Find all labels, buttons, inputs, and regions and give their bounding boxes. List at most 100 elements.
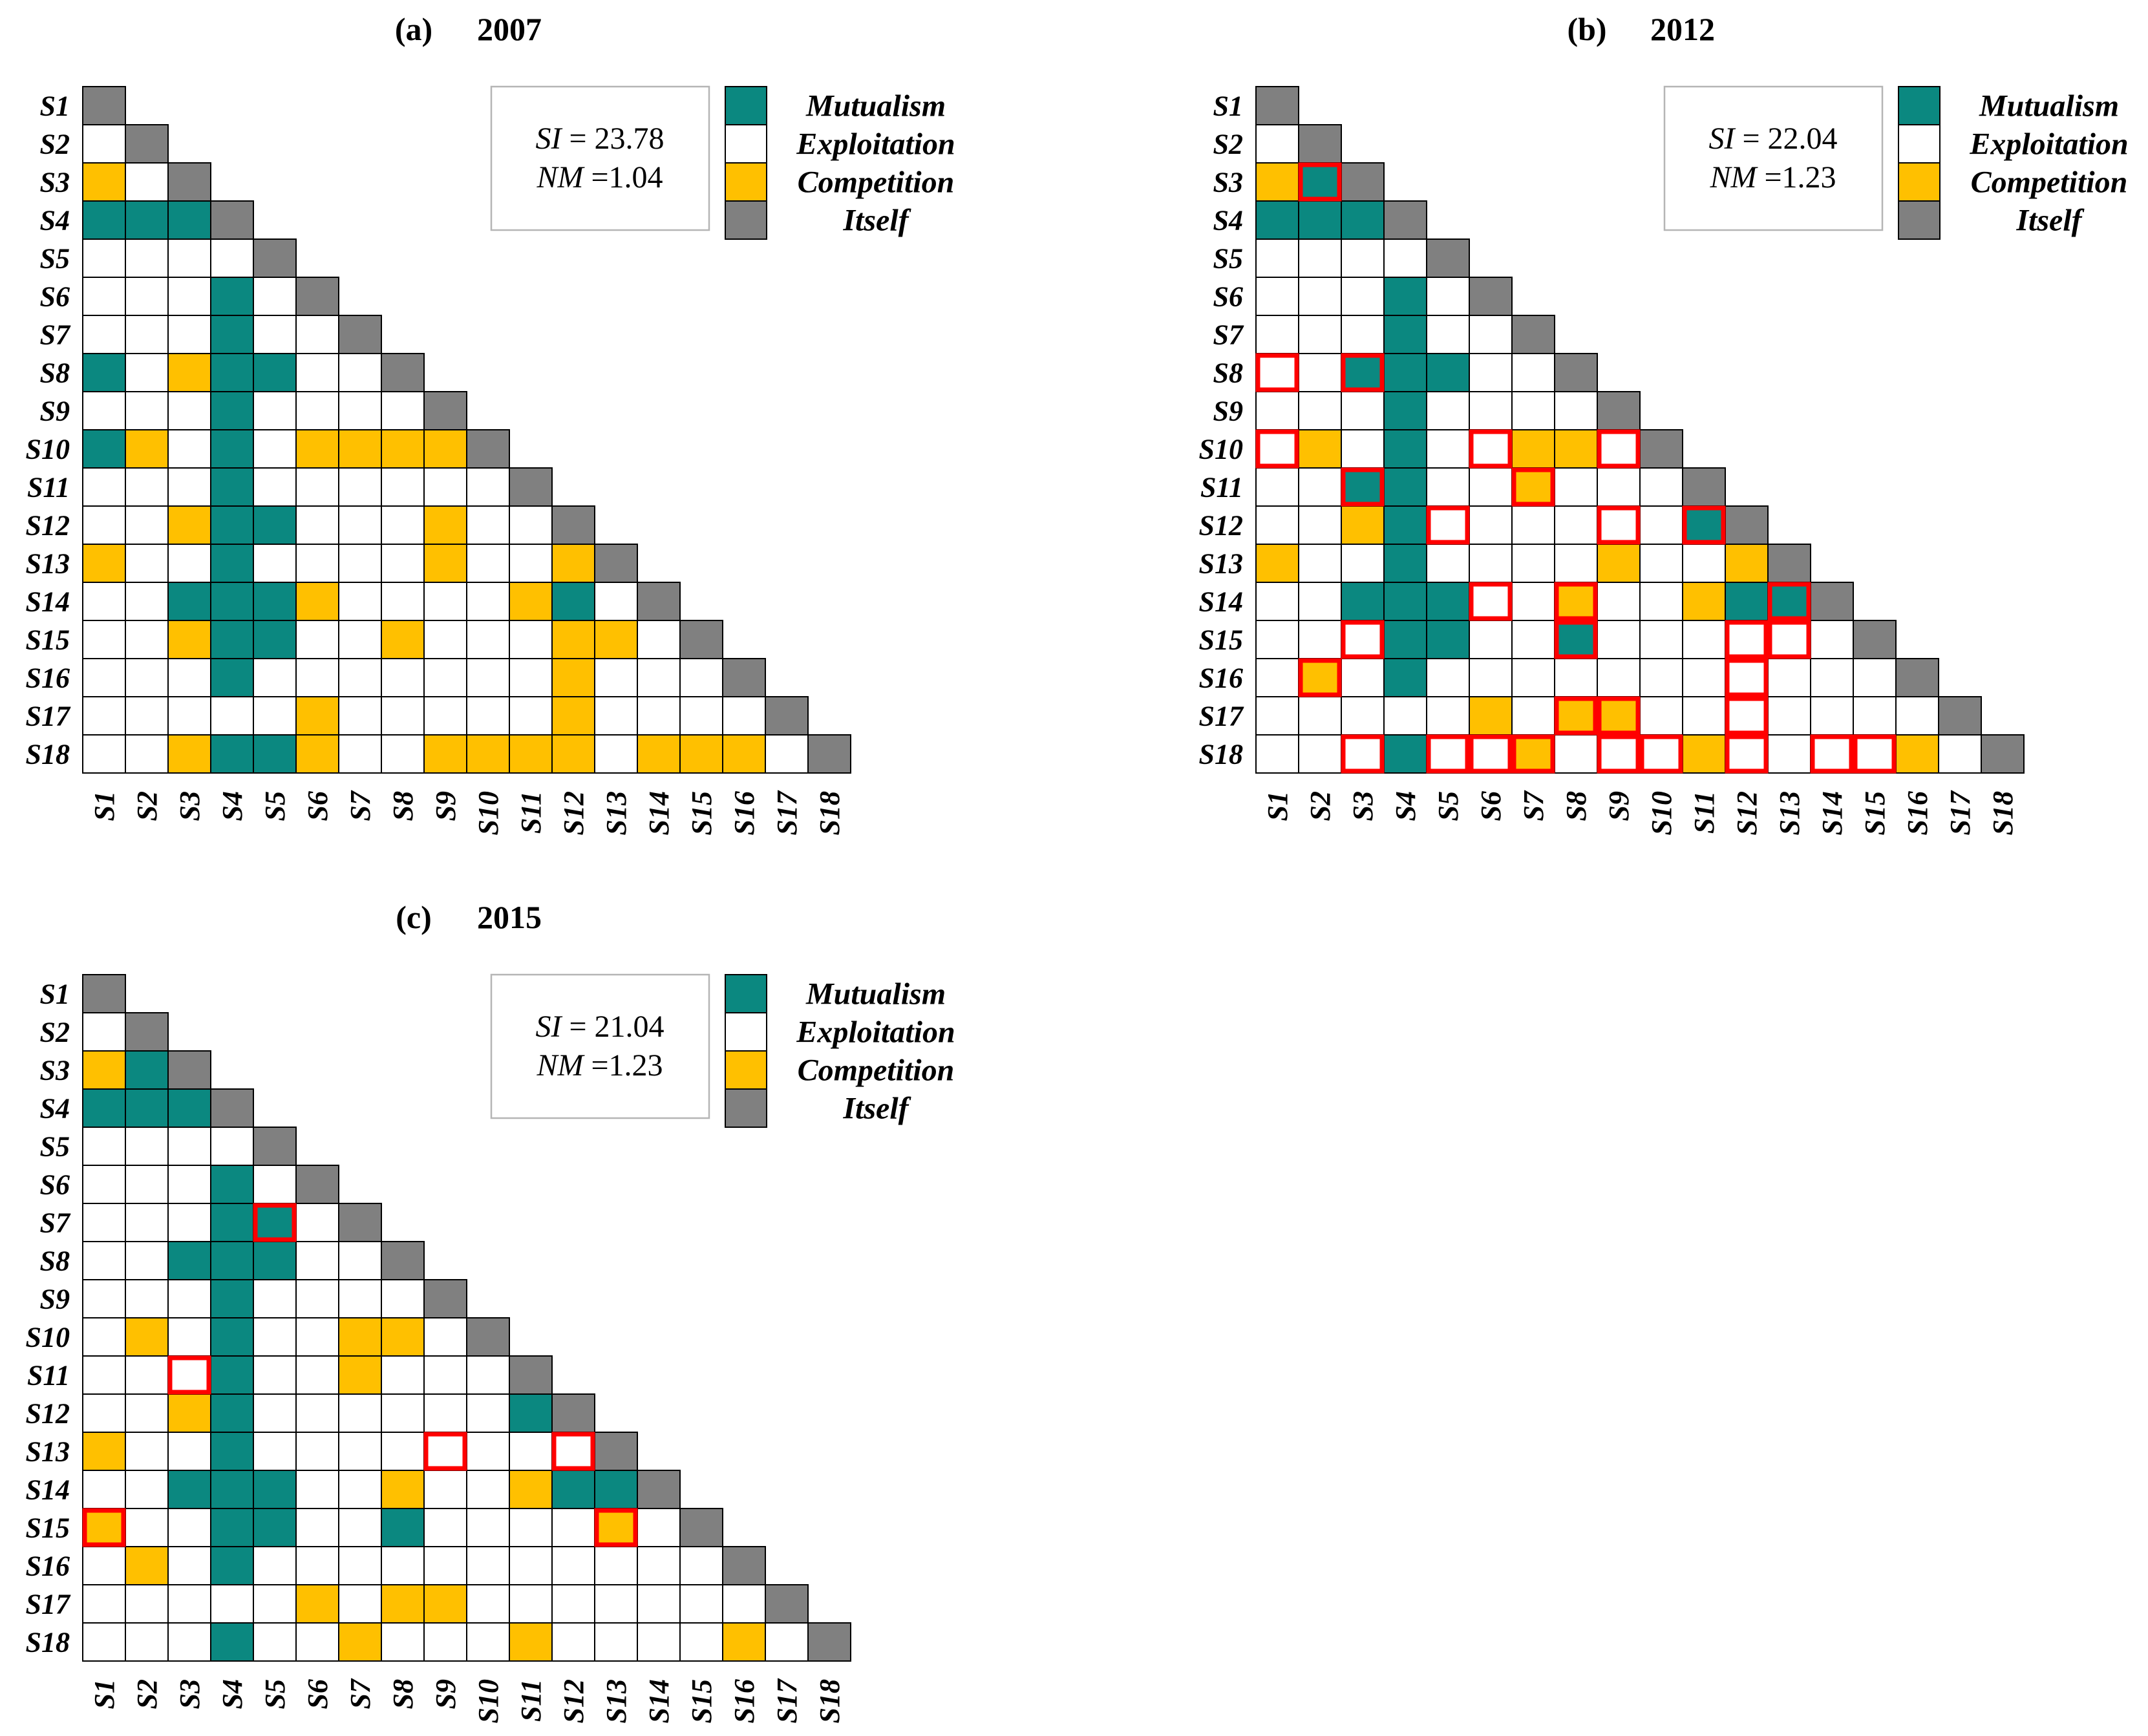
cell-S15-S4 (1383, 620, 1427, 659)
cell-S18-S9 (423, 734, 467, 774)
cell-S15-S10 (466, 620, 510, 659)
cell-S7-S3 (167, 315, 211, 354)
changed-cell-S13-S9 (423, 1432, 467, 1471)
cell-S8-S8 (381, 1241, 425, 1280)
cell-S13-S1 (82, 1432, 126, 1471)
cell-S9-S1 (82, 391, 126, 430)
cell-S18-S6 (1469, 734, 1513, 774)
cell-S9-S5 (1426, 391, 1470, 430)
row-label-S1: S1 (1213, 90, 1243, 122)
cell-S10-S1 (82, 429, 126, 469)
cell-S16-S15 (1853, 658, 1897, 697)
column-label-S1: S1 (1262, 791, 1293, 821)
cell-S9-S3 (1341, 391, 1385, 430)
cell-S17-S2 (125, 696, 169, 736)
cell-S18-S15 (679, 1622, 723, 1662)
changed-cell-S11-S3 (1341, 467, 1385, 507)
cell-S4-S3 (167, 200, 211, 240)
cell-S18-S1 (1255, 734, 1299, 774)
cell-S14-S4 (1383, 582, 1427, 621)
cell-S17-S11 (509, 1584, 553, 1624)
row-label-S12: S12 (1199, 510, 1243, 542)
legend-swatch-exploitation (725, 124, 767, 164)
cell-S3-S3 (167, 1050, 211, 1090)
cell-S15-S9 (1597, 620, 1641, 659)
cell-S11-S10 (466, 1355, 510, 1395)
interaction-matrix (82, 86, 851, 774)
si-value: = 23.78 (561, 122, 664, 156)
legend-label-competition: Competition (798, 165, 955, 200)
cell-S5-S2 (125, 238, 169, 278)
si-readout: SI = 22.04 (1708, 122, 1837, 156)
cell-S13-S9 (423, 544, 467, 583)
cell-S13-S5 (1426, 544, 1470, 583)
cell-S6-S6 (1469, 277, 1513, 316)
cell-S14-S9 (423, 1470, 467, 1509)
row-label-S7: S7 (1213, 319, 1244, 351)
row-label-S2: S2 (40, 129, 70, 160)
cell-S15-S5 (253, 620, 297, 659)
cell-S16-S6 (295, 658, 339, 697)
legend-swatch-competition (1898, 162, 1941, 202)
cell-S14-S8 (1554, 582, 1598, 621)
column-label-S5: S5 (259, 791, 291, 821)
row-label-S15: S15 (26, 624, 70, 656)
cell-S5-S3 (167, 1127, 211, 1166)
cell-S13-S3 (167, 1432, 211, 1471)
changed-cells (1255, 162, 1897, 774)
cell-S12-S2 (125, 505, 169, 545)
cell-S12-S9 (423, 505, 467, 545)
column-labels: S1 S2 S3 S4 S5 S6 S7 S8 S9 S10 S11 S12 S13 S14 S15 S16 S… (89, 1678, 845, 1723)
cell-S16-S13 (594, 658, 638, 697)
row-label-S11: S11 (27, 472, 70, 503)
cell-S14-S2 (125, 1470, 169, 1509)
cell-S17-S12 (551, 696, 595, 736)
column-label-S3: S3 (174, 791, 206, 821)
column-label-S13: S13 (601, 1679, 632, 1723)
cell-S8-S7 (338, 1241, 382, 1280)
row-label-S16: S16 (26, 1551, 70, 1582)
cell-S18-S11 (509, 1622, 553, 1662)
cell-S15-S14 (637, 620, 681, 659)
changed-cell-S18-S5 (1426, 734, 1470, 774)
cell-S12-S9 (1597, 505, 1641, 545)
cell-S18-S5 (1426, 734, 1470, 774)
cell-S13-S11 (509, 1432, 553, 1471)
si-readout: SI = 23.78 (535, 122, 664, 156)
cell-S7-S4 (210, 315, 254, 354)
column-label-S12: S12 (558, 1679, 590, 1723)
row-label-S17: S17 (26, 701, 71, 732)
cell-S7-S1 (82, 1203, 126, 1242)
cell-S13-S6 (295, 544, 339, 583)
cell-S18-S17 (765, 734, 809, 774)
panel-year: 2015 (477, 899, 542, 935)
interaction-matrix (1255, 86, 2025, 774)
cell-S6-S1 (82, 277, 126, 316)
cell-S17-S11 (509, 696, 553, 736)
cell-S17-S9 (1597, 696, 1641, 736)
cell-S15-S4 (210, 620, 254, 659)
cell-S13-S11 (1682, 544, 1726, 583)
cell-S12-S3 (167, 1393, 211, 1433)
cell-S11-S3 (167, 467, 211, 507)
column-label-S16: S16 (1902, 791, 1933, 835)
cell-S18-S7 (338, 734, 382, 774)
cell-S17-S7 (338, 696, 382, 736)
cell-S11-S6 (1469, 467, 1513, 507)
cell-S10-S10 (1639, 429, 1683, 469)
row-label-S13: S13 (26, 548, 70, 580)
cell-S17-S7 (338, 1584, 382, 1624)
cell-S9-S2 (1298, 391, 1342, 430)
cell-S10-S7 (338, 1317, 382, 1357)
cell-S14-S5 (253, 1470, 297, 1509)
cell-S6-S2 (1298, 277, 1342, 316)
cell-S13-S2 (125, 544, 169, 583)
legend-swatch-mutualism (725, 974, 767, 1013)
cell-S8-S3 (167, 1241, 211, 1280)
row-label-S7: S7 (40, 1207, 71, 1239)
row-label-S16: S16 (1199, 662, 1243, 694)
cell-S10-S2 (1298, 429, 1342, 469)
panel-label: (c) (396, 899, 432, 935)
panel-label: (b) (1567, 11, 1606, 47)
panel-b: (b) 2012 S1 S2 S3 S4 S5 S6 S7 S8 S9 S10 S11 S12 S13 S14… (1199, 11, 2129, 835)
